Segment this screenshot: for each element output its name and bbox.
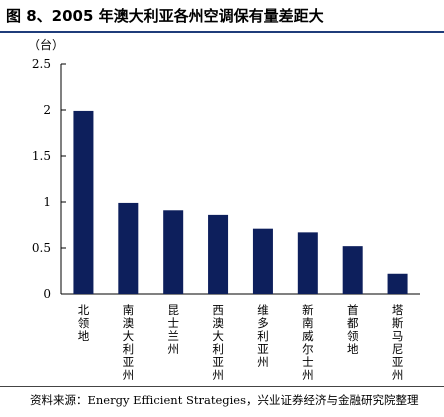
footer-divider bbox=[0, 386, 444, 387]
x-tick-label: 北领地 bbox=[78, 303, 90, 343]
y-tick-label: 0 bbox=[43, 287, 51, 301]
y-tick-label: 1 bbox=[43, 195, 51, 209]
x-tick-label: 首都领地 bbox=[347, 303, 359, 356]
y-tick-label: 0.5 bbox=[32, 241, 51, 255]
source-text: Energy Efficient Strategies，兴业证券经济与金融研究院… bbox=[87, 393, 419, 407]
title-divider bbox=[0, 31, 444, 33]
bar-chart: （台） 0 0.5 1 1.5 2 2.5 北领地 南澳大利亚州 昆士兰州 西澳大利亚州 维多利亚州 新… bbox=[28, 37, 420, 382]
x-tick-label: 塔斯马尼亚州 bbox=[392, 303, 404, 382]
source-label: 资料来源： bbox=[30, 393, 88, 407]
bar bbox=[163, 210, 184, 294]
bar bbox=[208, 214, 229, 294]
bar bbox=[387, 273, 408, 294]
x-tick-label: 维多利亚州 bbox=[257, 303, 269, 369]
y-tick-label: 1.5 bbox=[32, 149, 51, 163]
bar bbox=[118, 202, 139, 294]
source-note: 资料来源：Energy Efficient Strategies，兴业证券经济与… bbox=[30, 391, 440, 417]
bar bbox=[252, 228, 273, 294]
y-tick-label: 2.5 bbox=[32, 57, 51, 71]
bar bbox=[342, 246, 363, 294]
x-tick-label: 西澳大利亚州 bbox=[212, 303, 224, 382]
y-tick-label: 2 bbox=[43, 103, 51, 117]
chart-title: 图 8、2005 年澳大利亚各州空调保有量差距大 bbox=[6, 7, 324, 25]
bar bbox=[73, 110, 94, 294]
y-axis-label: （台） bbox=[28, 37, 64, 52]
x-tick-label: 昆士兰州 bbox=[167, 303, 179, 356]
x-tick-label: 新南威尔士州 bbox=[302, 303, 314, 382]
bar bbox=[297, 232, 318, 294]
x-tick-label: 南澳大利亚州 bbox=[123, 303, 135, 382]
